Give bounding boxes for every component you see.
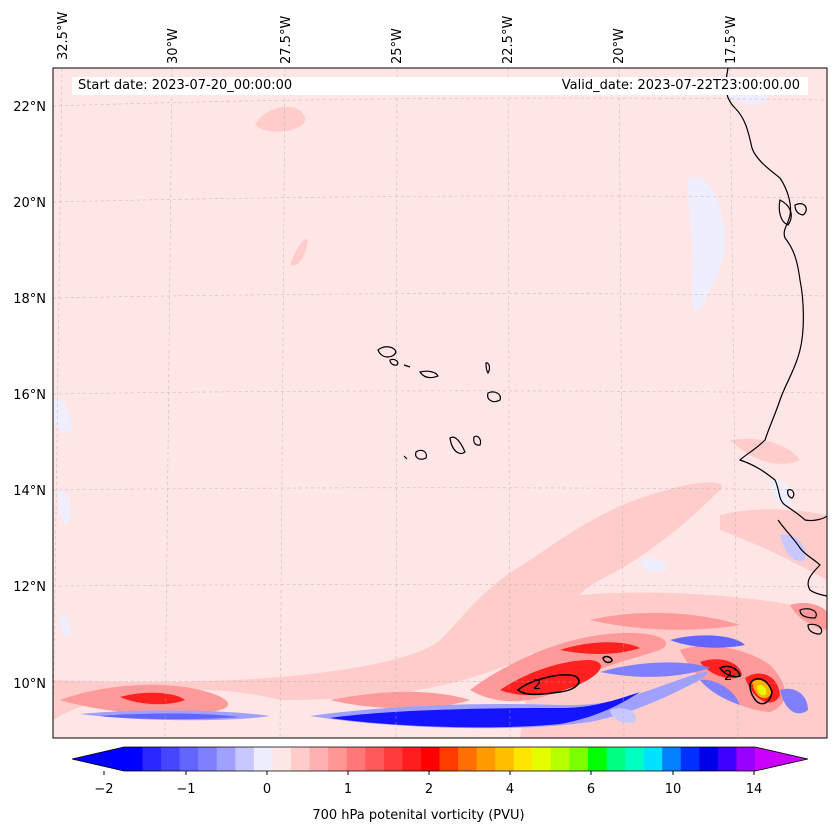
- colorbar-segment: [495, 747, 515, 771]
- colorbar-segment: [402, 747, 422, 771]
- colorbar-segment: [216, 747, 236, 771]
- graticule: [53, 68, 827, 738]
- colorbar-segment: [179, 747, 199, 771]
- lat-label-16n: 16°N: [13, 388, 46, 403]
- colorbar-segment: [272, 747, 292, 771]
- pv-high-core: [752, 679, 772, 699]
- colorbar-segment: [161, 747, 181, 771]
- colorbar-segment: [717, 747, 737, 771]
- colorbar-segment: [532, 747, 552, 771]
- lon-label-17-5w: 17.5°W: [724, 16, 739, 64]
- colorbar-title: 700 hPa potenital vorticity (PVU): [312, 808, 525, 823]
- colorbar-segment: [328, 747, 348, 771]
- lat-label-18n: 18°N: [13, 292, 46, 307]
- colorbar-segment: [458, 747, 478, 771]
- lon-label-27-5w: 27.5°W: [279, 16, 294, 64]
- cb-tick-2: 2: [425, 782, 433, 797]
- colorbar-segment: [606, 747, 626, 771]
- colorbar-segment: [253, 747, 273, 771]
- colorbar-segment: [699, 747, 719, 771]
- colorbar-segment: [365, 747, 385, 771]
- lat-label-12n: 12°N: [13, 580, 46, 595]
- colorbar-segment: [476, 747, 496, 771]
- map-panel: 2 2: [53, 68, 827, 738]
- date-banner: Start date: 2023-07-20_00:00:00 Valid_da…: [72, 77, 808, 95]
- colorbar-segment: [736, 747, 756, 771]
- cb-tick-14: 14: [746, 782, 763, 797]
- colorbar-segment: [439, 747, 459, 771]
- colorbar-segment: [680, 747, 700, 771]
- colorbar-segment: [235, 747, 255, 771]
- cb-tick-4: 4: [506, 782, 514, 797]
- lon-label-30w: 30°W: [166, 28, 181, 64]
- contour-label-1: 2: [533, 678, 541, 693]
- colorbar-segment: [587, 747, 608, 771]
- cb-tick-1: 1: [344, 782, 352, 797]
- colorbar-over-arrow: [755, 747, 808, 771]
- colorbar-under-arrow: [72, 747, 124, 771]
- colorbar-segment: [662, 747, 682, 771]
- colorbar-segment: [383, 747, 403, 771]
- lat-label-10n: 10°N: [13, 677, 46, 692]
- colorbar-segment: [625, 747, 645, 771]
- colorbar-segment: [420, 747, 440, 771]
- lat-label-14n: 14°N: [13, 484, 46, 499]
- colorbar-segment: [291, 747, 311, 771]
- cb-tick-0: 0: [263, 782, 271, 797]
- cb-tick-10: 10: [665, 782, 682, 797]
- colorbar-ticks: −2 −1 0 1 2 4 6 10 14: [94, 782, 762, 797]
- colorbar-segment: [198, 747, 218, 771]
- latitude-labels: 22°N 20°N 18°N 16°N 14°N 12°N 10°N: [13, 100, 46, 692]
- colorbar-segment: [309, 747, 329, 771]
- colorbar-segment: [569, 747, 589, 771]
- colorbar: [71, 746, 809, 775]
- lat-label-20n: 20°N: [13, 196, 46, 211]
- colorbar-segment: [513, 747, 533, 771]
- map-frame: [52, 67, 828, 739]
- lon-label-32-5w: 32.5°W: [56, 12, 71, 60]
- cb-tick-minus1: −1: [176, 782, 195, 797]
- colorbar-segment: [124, 747, 144, 771]
- pv-2-contour: [516, 655, 773, 705]
- cb-tick-minus2: −2: [94, 782, 113, 797]
- colorbar-segment: [142, 747, 162, 771]
- lon-label-20w: 20°W: [612, 28, 627, 64]
- lat-label-22n: 22°N: [13, 100, 46, 115]
- colorbar-segment: [643, 747, 663, 771]
- coastline: [377, 68, 827, 635]
- colorbar-segment: [346, 747, 366, 771]
- start-date-label: Start date: 2023-07-20_00:00:00: [78, 78, 293, 93]
- colorbar-outline: [71, 746, 809, 772]
- colorbar-segment: [550, 747, 570, 771]
- contour-label-2: 2: [724, 669, 732, 684]
- lon-label-22-5w: 22.5°W: [501, 16, 516, 64]
- pv-negative-band: [53, 84, 808, 729]
- valid-date-label: Valid_date: 2023-07-22T23:00:00.00: [561, 78, 800, 93]
- longitude-labels: 32.5°W 30°W 27.5°W 25°W 22.5°W 20°W 17.5…: [56, 12, 739, 64]
- lon-label-25w: 25°W: [390, 28, 405, 64]
- cb-tick-6: 6: [587, 782, 595, 797]
